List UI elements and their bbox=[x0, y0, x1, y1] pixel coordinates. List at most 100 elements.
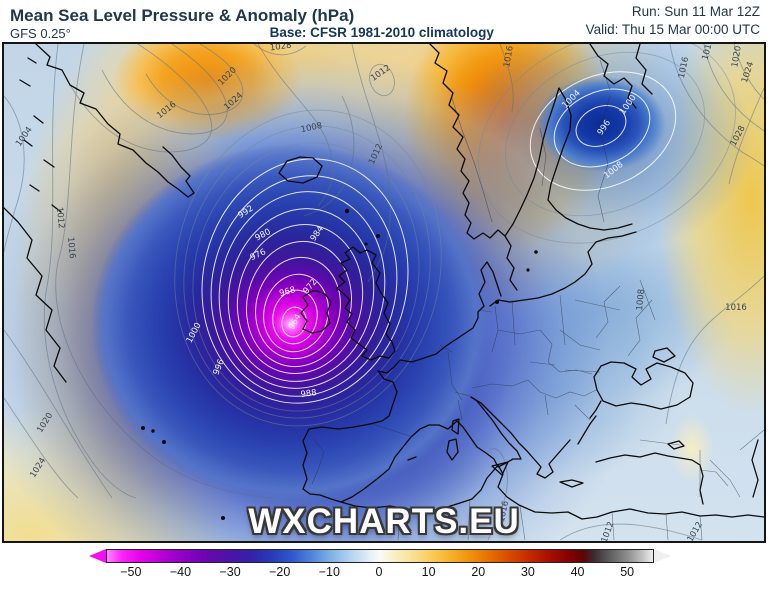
border-path bbox=[539, 279, 656, 375]
anomaly-colorbar: −50 −40 −30 −20 −10 0 10 20 30 40 50 bbox=[0, 545, 768, 587]
colorbar-left-arrow bbox=[89, 549, 106, 563]
border-path bbox=[639, 429, 764, 498]
greenland-coast bbox=[35, 44, 195, 198]
colorbar-tick-label: 40 bbox=[570, 565, 585, 579]
northsea-continent-coast bbox=[399, 311, 479, 363]
azores-island bbox=[162, 440, 166, 444]
isobar-label: 980 bbox=[254, 227, 273, 243]
shetland-islands bbox=[376, 234, 380, 238]
isobar-label: 996 bbox=[211, 358, 226, 377]
isobar-label: 1028 bbox=[729, 124, 748, 148]
corsica-coast bbox=[451, 418, 460, 435]
colorbar-tick-label: 50 bbox=[620, 565, 635, 579]
sicily-coast bbox=[491, 461, 509, 476]
isobar-label: 1012 bbox=[367, 142, 385, 166]
isobar-label: 984 bbox=[309, 224, 327, 243]
isobar-label: 1028 bbox=[269, 44, 292, 53]
isobar-label: 972 bbox=[301, 277, 319, 296]
isobar-ring-1004 bbox=[529, 71, 677, 191]
sardinia-coast bbox=[446, 438, 459, 461]
border-path bbox=[451, 95, 611, 223]
colorbar-tick-label: −40 bbox=[169, 565, 192, 579]
isobar-path bbox=[4, 95, 25, 253]
arctic-islands-coast bbox=[19, 57, 62, 213]
isobar-label: 1008 bbox=[635, 289, 647, 311]
isobar-path bbox=[145, 44, 244, 115]
isobar-label: 1012 bbox=[369, 63, 392, 84]
baltic-coast bbox=[489, 231, 637, 307]
country-borders bbox=[311, 59, 764, 541]
isobar-label: 1016 bbox=[65, 237, 77, 259]
isobar-label: 1016 bbox=[725, 303, 747, 313]
france-iberia-med-coast bbox=[302, 359, 522, 503]
isobar-ring-972 bbox=[263, 273, 329, 353]
isobar-ring-1008 bbox=[504, 51, 706, 217]
isobar-path bbox=[4, 397, 79, 499]
valid-time-label: Valid: Thu 15 Mar 00:00 UTC bbox=[585, 22, 760, 37]
isobar-ring-996 bbox=[575, 105, 627, 147]
isobar-ring-980 bbox=[245, 240, 353, 368]
isobar-label: 988 bbox=[300, 388, 317, 400]
madeira-island bbox=[221, 516, 225, 520]
denmark-coast bbox=[477, 261, 502, 313]
isobar-ring-976 bbox=[255, 256, 341, 360]
run-time-label: Run: Sun 11 Mar 12Z bbox=[631, 4, 760, 19]
balearics-coast bbox=[407, 456, 417, 461]
black-sea-coast bbox=[593, 361, 694, 410]
ireland-coast bbox=[300, 290, 332, 334]
colorbar-gradient bbox=[106, 549, 654, 563]
faroe-islands bbox=[344, 208, 350, 214]
isobar-path bbox=[101, 44, 228, 135]
border-path bbox=[397, 499, 703, 541]
kola-whitesea-coast bbox=[589, 44, 653, 109]
norway-coast bbox=[429, 44, 506, 240]
isobar-path bbox=[665, 275, 764, 425]
isobar-path bbox=[43, 44, 137, 499]
great-britain-coast bbox=[336, 246, 396, 361]
border-path bbox=[311, 351, 471, 485]
colorbar-tick-label: 0 bbox=[375, 565, 383, 579]
isobar-label: 1020 bbox=[35, 411, 55, 435]
azores-island bbox=[141, 426, 145, 430]
isobar-label: 1016 bbox=[497, 500, 511, 523]
isobar-ring-992 bbox=[218, 191, 386, 389]
isobar-label: 1008 bbox=[300, 121, 323, 135]
climatology-base-label: Base: CFSR 1981-2010 climatology bbox=[269, 25, 494, 40]
baltic-island bbox=[526, 268, 530, 272]
labrador-coast bbox=[4, 207, 67, 383]
isobar-path bbox=[669, 44, 764, 167]
isobar-label: 1020 bbox=[730, 45, 744, 68]
isobar-ring-996 bbox=[210, 175, 398, 397]
border-path bbox=[491, 294, 566, 353]
azov-sea-coast bbox=[652, 347, 676, 363]
gotland-island bbox=[534, 250, 538, 254]
isobar-label: 968 bbox=[278, 285, 296, 299]
isobar-path bbox=[351, 44, 391, 283]
colorbar-tick-label: −50 bbox=[120, 565, 142, 579]
crete-coast bbox=[559, 479, 584, 488]
sweden-bothnia-coast bbox=[504, 87, 633, 291]
border-path bbox=[471, 361, 601, 421]
pressure-anomaly-map: 964 968 972 976 980 984 988 992 996 1000 996 1000 10… bbox=[2, 42, 766, 543]
border-path bbox=[439, 59, 611, 353]
iceland-coast bbox=[278, 156, 323, 184]
isobar-label: 1024 bbox=[740, 61, 756, 85]
colorbar-tick-label: 10 bbox=[421, 565, 436, 579]
isobar-ring-968 bbox=[272, 289, 318, 345]
chart-header: Mean Sea Level Pressure & Anomaly (hPa) … bbox=[0, 0, 768, 42]
isobar-label: 996 bbox=[596, 118, 614, 137]
isobar-label: 992 bbox=[236, 204, 255, 221]
azores-island bbox=[151, 429, 155, 433]
isobar-label: 1020 bbox=[216, 65, 238, 87]
isobar-path bbox=[65, 44, 212, 153]
isobar-path bbox=[257, 44, 334, 207]
isobar-label: 1016 bbox=[502, 45, 516, 68]
marmara-coast bbox=[589, 400, 602, 425]
page-title: Mean Sea Level Pressure & Anomaly (hPa) bbox=[10, 6, 355, 25]
isobar-label: 976 bbox=[249, 247, 268, 263]
isobar-path bbox=[4, 329, 113, 499]
cyprus-coast bbox=[667, 440, 685, 450]
